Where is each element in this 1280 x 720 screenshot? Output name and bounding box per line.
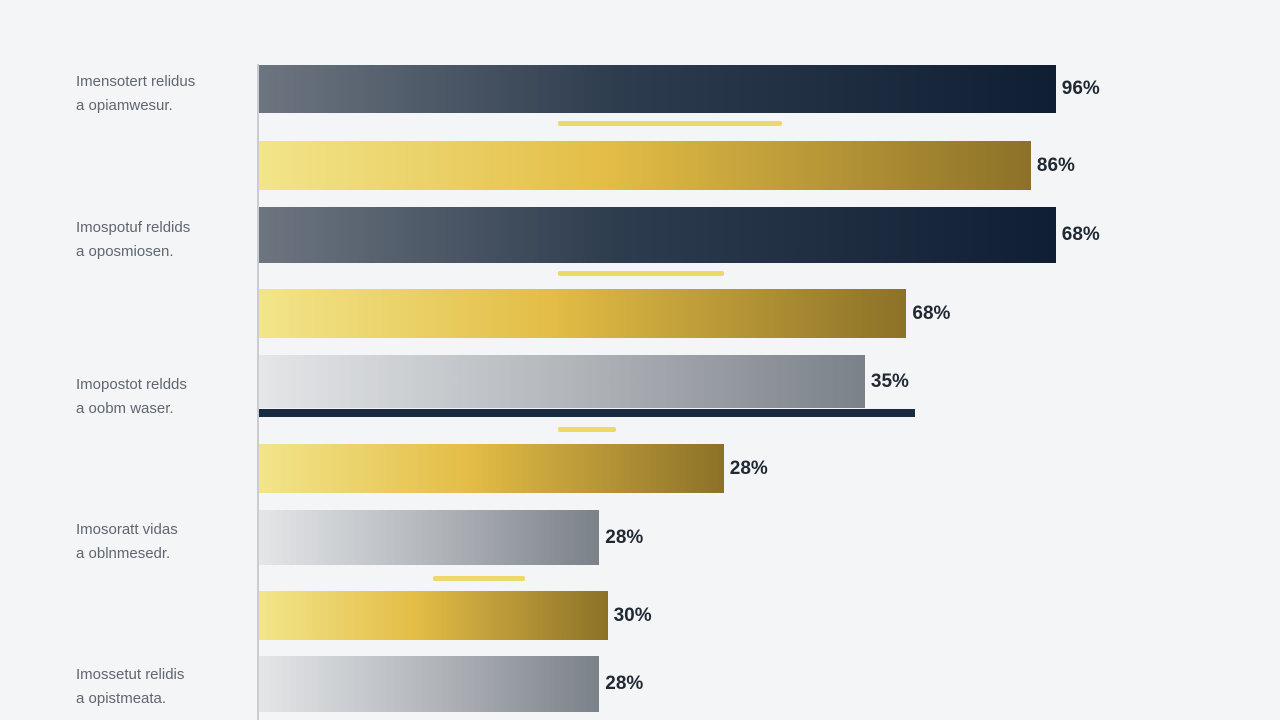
category-label: Imospotuf reldids a oposmiosen. (76, 216, 246, 264)
category-label: Imensotert relidus a opiamwesur. (76, 70, 246, 118)
bar-gold (259, 591, 608, 640)
bar-value-label: 30% (613, 604, 652, 626)
bar-value-label: 28% (729, 457, 768, 479)
category-label-line: a oposmiosen. (76, 243, 174, 260)
category-label: Imopostot reldds a oobm waser. (76, 373, 246, 421)
bar-gold (259, 289, 907, 338)
bar-gray (259, 510, 600, 565)
category-label-line: Imosoratt vidas (76, 521, 178, 538)
category-label-line: a opistmeata. (76, 690, 167, 707)
navy-strip (259, 409, 915, 417)
bar-value-label: 28% (605, 526, 644, 548)
y-axis-line (257, 64, 259, 720)
bar-value-label: 68% (1061, 224, 1100, 245)
bar-value-label: 35% (870, 370, 909, 392)
bar-gray (259, 355, 865, 408)
bar-value-label: 86% (1036, 154, 1075, 176)
accent-line (557, 427, 616, 432)
bar-navy (259, 207, 1056, 263)
bar-navy (259, 65, 1056, 113)
bar-gold (259, 141, 1031, 190)
accent-line (433, 576, 525, 581)
category-label-line: Imensotert relidus (76, 73, 196, 90)
category-label: Imosoratt vidas a oblnmesedr. (76, 518, 246, 566)
bar-value-label: 96% (1061, 78, 1100, 99)
category-label-line: a opiamwesur. (76, 97, 173, 114)
accent-line (557, 271, 724, 276)
category-label: Imossetut relidis a opistmeata. (76, 663, 246, 711)
category-label-line: Imossetut relidis (76, 666, 185, 683)
accent-line (557, 121, 782, 126)
bar-gold (259, 444, 724, 493)
bar-value-label: 68% (912, 302, 951, 324)
category-label-line: Imopostot reldds (76, 376, 187, 393)
category-label-line: a oobm waser. (76, 400, 174, 417)
bar-value-label: 28% (605, 673, 644, 694)
category-label-line: a oblnmesedr. (76, 545, 171, 562)
category-label-line: Imospotuf reldids (76, 219, 191, 236)
bar-gray (259, 656, 600, 712)
